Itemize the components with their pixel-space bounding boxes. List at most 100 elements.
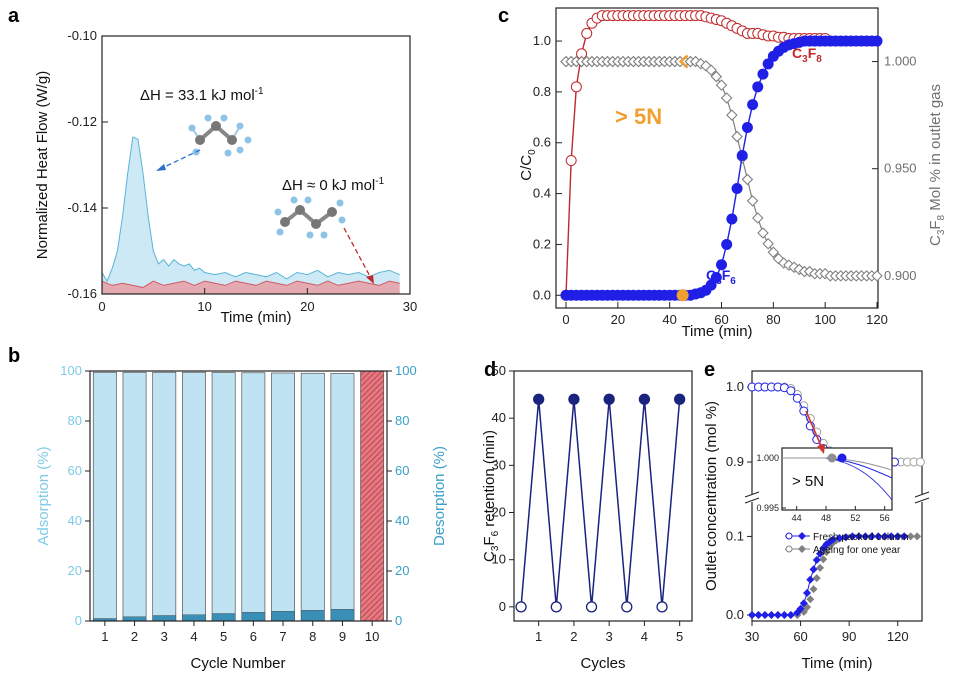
c3f6-marker <box>710 271 722 283</box>
c3f8-marker <box>570 81 582 93</box>
c3f8-molpct-marker <box>705 64 717 76</box>
panel-b-ylabel-right: Desorption (%) <box>431 446 448 546</box>
panel-e-ylabel: Outlet concentration (mol %) <box>703 401 720 591</box>
panel-a-ylabel: Normalized Heat Flow (W/g) <box>34 71 51 259</box>
adsorption-bar <box>92 371 117 622</box>
y-tick-label-right: 80 <box>395 413 409 428</box>
x-tick-label: 5 <box>220 629 227 644</box>
c3f8-molpct-marker <box>757 227 769 239</box>
axis-break-left <box>748 494 756 502</box>
retention-marker <box>674 393 686 405</box>
panel-a-dh2: ΔH ≈ 0 kJ mol-1 <box>282 176 385 194</box>
x-tick-label: 100 <box>814 312 836 327</box>
x-tick-label: 120 <box>887 629 909 644</box>
inset-y-tick-label: 1.000 <box>756 453 779 463</box>
y-tick-label-left: 0.4 <box>533 186 551 201</box>
legend-marker-diamond-gray <box>798 545 806 553</box>
panel-c-ticks: 0 20 40 60 80 100 120 0.0 0.2 0.4 0.6 0.8 1.0 0.900 0.… <box>533 33 917 327</box>
y-tick-label: 50 <box>492 363 506 378</box>
fresh-diamond <box>893 532 902 541</box>
c3f8-marker <box>581 27 593 39</box>
y-tick-label-left: 100 <box>60 363 82 378</box>
x-tick-label: 2 <box>570 629 577 644</box>
y-tick-label: 0.0 <box>726 607 744 622</box>
y-tick-label-left: 40 <box>68 513 82 528</box>
adsorption-bar <box>330 373 355 622</box>
adsorption-bar <box>152 371 177 622</box>
adsorption-bar <box>122 371 147 622</box>
fresh-diamond <box>812 556 821 564</box>
fresh-diamond <box>767 611 776 619</box>
ageing-diamond <box>819 555 828 564</box>
inset-ageing-marker <box>827 453 837 463</box>
panel-a-xlabel: Time (min) <box>220 309 291 326</box>
panel-c-xlabel: Time (min) <box>681 323 752 340</box>
x-tick-label: 4 <box>190 629 197 644</box>
x-tick-label: 120 <box>866 312 888 327</box>
desorption-bar <box>182 614 206 622</box>
legend-fresh: Fresh packed column <box>813 532 909 543</box>
fresh-diamond <box>816 549 824 558</box>
x-tick-label: 90 <box>842 629 856 644</box>
arrow-head-icon <box>817 444 825 454</box>
y-tick-label-right: 0.950 <box>884 161 917 176</box>
x-tick-label: 80 <box>766 312 780 327</box>
arrow-head-icon <box>366 275 374 284</box>
x-tick-label: 0 <box>562 312 569 327</box>
panel-b-ylabel-left: Adsorption (%) <box>35 446 52 545</box>
desorption-bar <box>152 615 177 622</box>
propane-molecule-icon <box>188 114 252 157</box>
x-tick-label: 3 <box>606 629 613 644</box>
x-tick-label: 0 <box>98 299 105 314</box>
retention-line <box>520 399 681 607</box>
panel-e-label: e <box>704 359 715 381</box>
panel-c-series <box>560 10 883 302</box>
fresh-diamond <box>828 535 837 544</box>
fresh-diamond <box>900 532 909 541</box>
x-tick-label: 2 <box>131 629 138 644</box>
butane-molecule-icon <box>274 196 346 239</box>
panel-e-legend: Fresh packed column Ageing for one year <box>785 532 909 556</box>
x-tick-label: 60 <box>714 312 728 327</box>
panel-e: e 30 60 90 120 0.0 0.1 0.9 1.0 44 48 52 56 1.000 0.9… <box>703 359 930 672</box>
axis-break-mark <box>914 497 930 504</box>
panel-e-inset: 44 48 52 56 1.000 0.995 <box>756 453 893 523</box>
fresh-diamond <box>880 532 889 541</box>
c3f8-molpct-marker <box>726 109 738 121</box>
c3f6-marker <box>871 35 883 47</box>
x-tick-label: 30 <box>403 299 417 314</box>
x-tick-label: 10 <box>365 629 379 644</box>
fresh-diamond <box>773 611 782 619</box>
c3f8-molpct-marker <box>871 270 883 282</box>
axis-break-mark <box>744 491 760 498</box>
fresh-circle <box>786 386 796 396</box>
panel-c-ylabel-right: C3F8 Mol % in outlet gas <box>927 84 947 246</box>
y-tick-label-right: 1.000 <box>884 54 917 69</box>
panel-a-dh1: ΔH = 33.1 kJ mol-1 <box>140 86 264 104</box>
axis-break-right <box>918 494 926 502</box>
fresh-circle <box>792 393 802 403</box>
desorption-bar <box>211 613 236 622</box>
y-tick-label-right: 0.900 <box>884 268 917 283</box>
c3f8-molpct-marker <box>767 246 780 259</box>
x-tick-label: 20 <box>300 299 314 314</box>
panel-b-bars <box>92 370 385 622</box>
c3f8-molpct-marker <box>762 237 774 250</box>
panel-c: c 0 20 40 60 80 100 120 0.0 0.2 0.4 0.6 0.8 1.0 0.900… <box>498 5 947 340</box>
inset-x-tick-label: 44 <box>792 513 802 523</box>
ageing-diamond <box>809 585 818 594</box>
panel-a-frame <box>101 35 411 295</box>
start-marker <box>621 601 633 613</box>
y-tick-label-left: 0 <box>75 613 82 628</box>
panel-e-ticks: 30 60 90 120 0.0 0.1 0.9 1.0 <box>726 379 909 644</box>
desorption-bar <box>300 610 325 622</box>
start-marker <box>585 601 598 613</box>
retention-marker <box>603 393 615 405</box>
fresh-diamond <box>841 533 850 542</box>
panel-b-label: b <box>8 345 20 367</box>
retention-marker <box>568 393 580 405</box>
fresh-diamond <box>806 575 815 584</box>
c3f8-molpct-marker <box>710 70 723 83</box>
ageing-circle <box>915 457 925 467</box>
